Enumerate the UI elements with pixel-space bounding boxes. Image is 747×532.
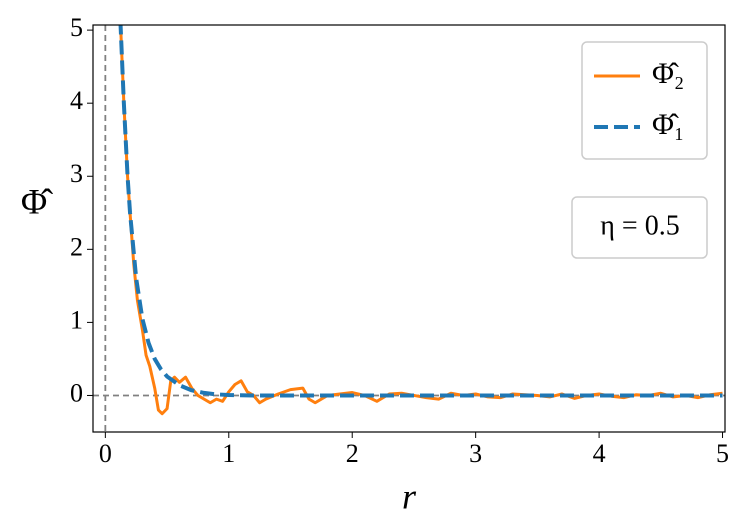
y-axis-label: Φ̂ <box>21 181 53 221</box>
y-tick-label: 0 <box>70 378 83 407</box>
y-tick-label: 4 <box>70 86 83 115</box>
x-tick-label: 1 <box>222 439 235 468</box>
legend-label: Φ̂₂ <box>652 57 684 90</box>
x-tick-label: 2 <box>346 439 359 468</box>
x-tick-label: 0 <box>99 439 112 468</box>
y-tick-label: 2 <box>70 232 83 261</box>
x-tick-label: 3 <box>469 439 482 468</box>
x-tick-label: 5 <box>716 439 729 468</box>
series-line <box>118 25 723 398</box>
plot-frame <box>92 24 726 433</box>
legend-label: Φ̂₁ <box>652 108 684 141</box>
plot-area <box>93 25 725 432</box>
y-tick-label: 5 <box>70 13 83 42</box>
y-tick-label: 3 <box>70 159 83 188</box>
annotation: η = 0.5 <box>600 210 679 241</box>
y-tick-label: 1 <box>70 305 83 334</box>
x-axis-label: r <box>402 476 417 516</box>
annotation-box <box>571 196 708 259</box>
x-tick-label: 4 <box>593 439 606 468</box>
legend-box <box>581 41 708 160</box>
